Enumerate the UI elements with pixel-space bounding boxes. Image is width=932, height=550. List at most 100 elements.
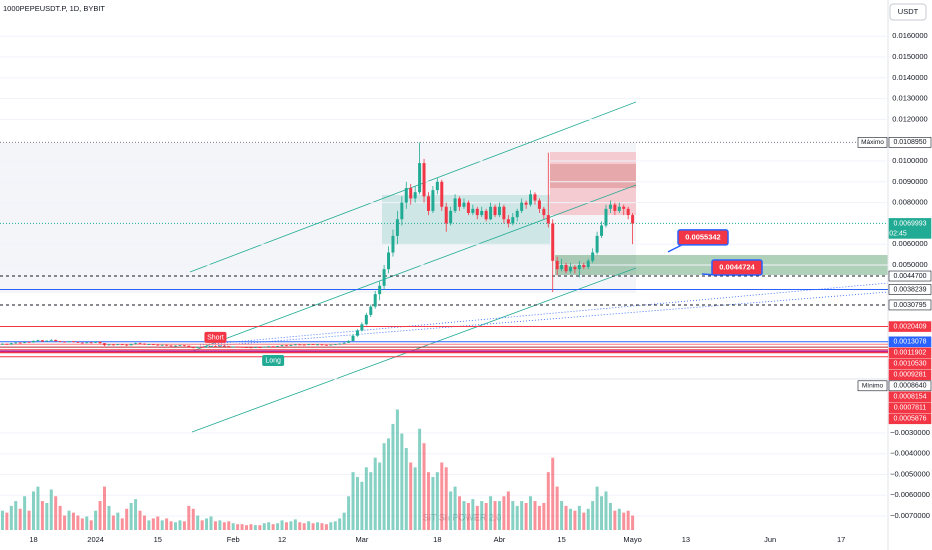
volume-bar [191,508,195,530]
volume-bar [369,472,373,530]
candle-body [329,344,333,346]
volume-bar [489,496,493,530]
x-tick-label: 15 [154,535,162,544]
volume-bar [506,491,510,530]
y-tick-label: 0.0100000 [892,156,927,165]
candle-body [236,346,240,348]
candle-body [568,267,572,272]
candle-body [613,204,617,211]
candle-body [333,344,337,346]
candle-body [591,252,595,261]
volume-bar [484,503,488,530]
candle-body [560,264,564,270]
volume-bar [409,462,413,530]
candle-body [404,188,408,203]
candle-body [40,340,44,342]
volume-bar [338,518,342,530]
candle-body [316,344,320,346]
volume-bar [546,472,550,530]
candle-body [245,347,249,348]
candle-body [63,341,67,343]
drawings [0,0,889,550]
volume-bar [418,428,422,530]
volume-bar [520,501,524,530]
candle-body [49,339,53,341]
signal-label: Long [265,357,281,364]
x-tick-label: 18 [29,535,37,544]
volume-bar [40,501,44,530]
x-tick-label: 2024 [87,535,104,544]
price-label: 0.0038239 [893,286,926,293]
price-label-box [888,336,932,348]
volume-bar [591,501,595,530]
volume-bar [174,522,178,530]
volume-bar [253,525,257,530]
candle-body [617,206,621,211]
candle-body [493,206,497,216]
candle-body [355,330,359,336]
candle-body [555,260,559,270]
y2-tick-label: −0.0030000 [890,428,930,437]
candle-body [537,200,541,209]
y-tick-label: 0.0060000 [892,239,927,248]
volume-bar [98,501,102,530]
candle-body [262,346,266,348]
volume-bar [555,486,559,530]
volume-bar [462,501,466,530]
volume-bar [116,512,120,530]
candle-body [18,342,22,344]
candle-body [542,208,546,216]
volume-bar [293,519,297,530]
candle-body [502,206,506,220]
candle-body [271,346,275,348]
volume-bar [617,508,621,530]
volume-bar [560,501,564,530]
candle-body [280,345,284,347]
candle-body [147,344,151,346]
candle-body [351,335,355,341]
watermark: SIT Sh POWER 2.0 [423,512,502,522]
candle-body [324,344,328,346]
candle-body [595,235,599,253]
volume-bar [151,518,155,530]
y-tick-label: 0.0050000 [892,260,927,269]
volume-bar [329,522,333,530]
volume-bar [316,522,320,530]
candle-body [586,260,590,268]
volume-bar [582,512,586,530]
candle-body [475,208,479,216]
volume-bar [431,476,435,530]
price-label: 0.0005876 [893,416,926,423]
volume-bar [134,499,138,530]
y-tick-label: 0.0080000 [892,198,927,207]
candle-body [276,346,280,347]
volume-bar [631,515,635,530]
price-label: 0.0011902 [894,350,927,357]
candle-body [409,188,413,199]
currency-label[interactable]: USDT [898,7,919,16]
volume-bar [271,524,275,530]
candle-body [444,206,448,224]
candle-body [267,346,271,348]
signal-label: Short [207,334,224,341]
x-tick-label: Jun [764,535,776,544]
volume-bar [67,510,71,530]
candle-body [169,345,173,347]
volume-bar [413,467,417,530]
extreme-name: Mínimo [862,383,884,390]
volume-bar [76,515,80,530]
currency-button[interactable] [889,3,927,21]
candle-body [284,345,288,347]
price-label: 0.0007811 [894,405,927,412]
volume-bar [222,522,226,530]
volume-bar [373,457,377,530]
candle-body [218,345,222,347]
volume-bar [307,521,311,530]
volume-bar [0,510,4,530]
volume-bar [604,491,608,530]
symbol-title: 1000PEPEUSDT.P, 1D, BYBIT [3,4,105,13]
volume-bar [63,515,67,530]
volume-bar [94,510,98,530]
price-label: 0.0010530 [893,361,926,368]
